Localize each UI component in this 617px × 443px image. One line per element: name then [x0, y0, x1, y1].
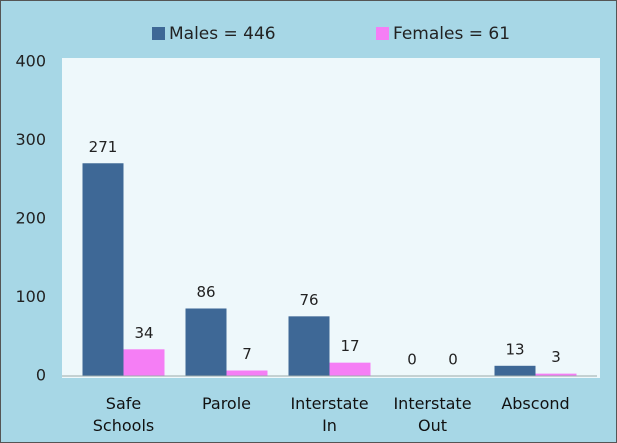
- y-tick-label: 0: [36, 366, 46, 385]
- legend-swatch: [376, 27, 389, 40]
- legend-swatch: [152, 27, 165, 40]
- data-label: 7: [242, 345, 252, 363]
- data-label: 0: [407, 351, 417, 369]
- data-label: 3: [551, 348, 561, 366]
- x-tick-label: Safe Schools: [92, 394, 155, 435]
- data-label: 0: [448, 351, 458, 369]
- y-tick-label: 200: [15, 209, 46, 228]
- bar: [329, 362, 371, 376]
- plot-area: [62, 58, 600, 378]
- data-label: 271: [89, 138, 118, 156]
- bar: [123, 349, 165, 376]
- data-label: 13: [505, 340, 524, 358]
- y-tick-label: 100: [15, 287, 46, 306]
- bar: [226, 370, 268, 376]
- legend-label: Males = 446: [169, 24, 276, 44]
- y-tick-label: 400: [15, 52, 46, 71]
- bar: [535, 373, 577, 376]
- x-tick-label: Abscond: [501, 394, 570, 413]
- x-tick-label: Interstate In: [290, 394, 369, 435]
- legend-label: Females = 61: [393, 24, 510, 44]
- data-label: 34: [134, 324, 153, 342]
- x-tick-label: Interstate Out: [393, 394, 472, 435]
- bar: [185, 308, 227, 376]
- data-label: 86: [196, 283, 215, 301]
- bar: [494, 365, 536, 376]
- bar: [288, 316, 330, 376]
- y-tick-label: 300: [15, 130, 46, 149]
- data-label: 76: [299, 291, 318, 309]
- x-tick-label: Parole: [201, 394, 252, 413]
- data-label: 17: [340, 337, 359, 355]
- bar: [82, 163, 124, 376]
